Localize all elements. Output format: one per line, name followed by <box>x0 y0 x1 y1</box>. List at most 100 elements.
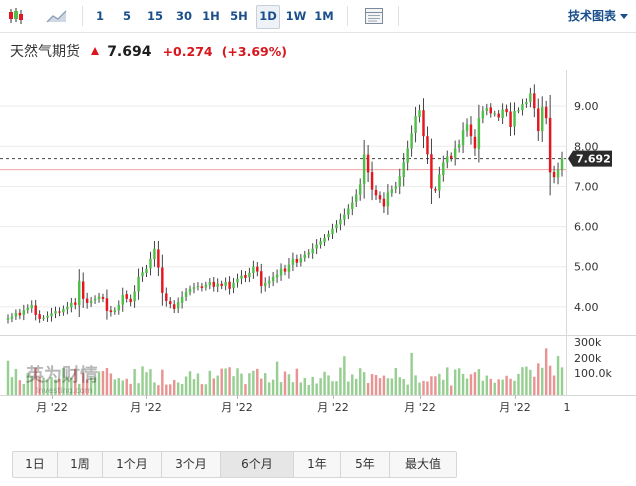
volume-bar <box>137 383 140 395</box>
candle <box>260 271 263 287</box>
volume-bar <box>517 373 520 395</box>
volume-bar <box>172 379 176 395</box>
candle <box>362 154 366 185</box>
volume-bar <box>410 352 413 395</box>
candle <box>509 111 512 128</box>
candle <box>473 136 477 149</box>
volume-bar <box>54 379 57 395</box>
candle <box>192 287 196 289</box>
period-button[interactable]: 1年 <box>294 452 341 477</box>
volume-bar <box>509 378 512 395</box>
period-button[interactable]: 1个月 <box>103 452 162 477</box>
volume-bar <box>446 367 449 395</box>
interval-1h[interactable]: 1H <box>202 9 220 23</box>
period-button[interactable]: 6个月 <box>221 452 294 477</box>
interval-5h[interactable]: 5H <box>230 9 248 23</box>
period-button[interactable]: 5年 <box>341 452 390 477</box>
candle <box>279 268 283 276</box>
volume-bar <box>236 368 239 395</box>
interval-1m[interactable]: 1M <box>314 9 334 23</box>
volume-bar <box>169 384 172 395</box>
volume-bar <box>224 368 227 395</box>
volume-bar <box>260 378 263 395</box>
period-button[interactable]: 1日 <box>13 452 58 477</box>
volume-bar <box>212 378 215 395</box>
volume-bar <box>544 348 548 395</box>
volume-tick-label: 100.0k <box>574 367 612 380</box>
tech-chart-dropdown[interactable]: 技术图表 <box>568 5 628 27</box>
candlestick-icon[interactable] <box>6 5 26 27</box>
candle <box>422 110 425 137</box>
candle <box>42 317 45 319</box>
candle <box>374 189 378 196</box>
volume-bar <box>521 367 524 395</box>
candle <box>339 219 342 225</box>
candle <box>465 124 469 131</box>
volume-bar <box>263 373 267 395</box>
candle <box>343 214 346 220</box>
candle <box>489 107 492 114</box>
period-button[interactable]: 最大值 <box>404 457 441 471</box>
candle <box>493 113 496 115</box>
candle <box>212 281 215 287</box>
area-chart-icon[interactable] <box>44 5 70 27</box>
last-price-label: 7.692 <box>576 153 611 166</box>
candle <box>501 109 504 119</box>
candle <box>50 313 53 317</box>
volume-bar <box>335 381 338 395</box>
volume-bar <box>184 376 188 395</box>
candle <box>442 162 445 176</box>
candle <box>386 192 390 207</box>
grid <box>0 70 636 399</box>
interval-30[interactable]: 30 <box>175 9 192 23</box>
volume-bar <box>50 377 53 395</box>
volume-bar <box>501 379 504 395</box>
candle <box>165 293 168 301</box>
volume-bar <box>406 384 409 395</box>
volume-bar <box>382 375 386 395</box>
period-button[interactable]: 1周 <box>58 452 103 477</box>
candle <box>327 233 330 238</box>
volume-bar <box>319 378 322 395</box>
volume-bar <box>287 374 291 395</box>
candle <box>157 249 160 268</box>
candle <box>319 241 322 245</box>
candle <box>248 272 251 278</box>
period-button[interactable]: 3个月 <box>162 452 221 477</box>
candle <box>129 298 132 303</box>
volume-bar <box>38 377 41 395</box>
volume-bar <box>378 378 382 395</box>
candle <box>141 272 144 277</box>
price-change-percent: (+3.69%) <box>221 44 287 59</box>
volume-bar <box>34 367 37 395</box>
y-tick-label: 7.00 <box>574 180 599 193</box>
chevron-down-icon <box>620 14 628 19</box>
candle <box>117 304 121 311</box>
interval-5[interactable]: 5 <box>122 9 131 23</box>
x-tick-label: 月 '22 <box>499 401 531 414</box>
interval-1w[interactable]: 1W <box>285 9 307 23</box>
candle <box>14 312 18 317</box>
volume-bar <box>279 382 283 395</box>
y-tick-label: 9.00 <box>574 100 599 113</box>
last-price-badge <box>568 150 612 167</box>
interval-1d[interactable]: 1D <box>256 5 280 29</box>
volume-bar <box>291 382 295 395</box>
price-change: +0.274 <box>162 44 213 59</box>
interval-1[interactable]: 1 <box>95 9 104 23</box>
volume-bar <box>430 376 433 395</box>
interval-15[interactable]: 15 <box>146 9 163 23</box>
volume-bar <box>89 377 93 395</box>
candle <box>366 154 370 173</box>
candlestick-chart[interactable]: 英为财情 Investing.com 9.00 8.00 7.00 6.00 5.00 4… <box>0 70 636 420</box>
table-view-icon[interactable] <box>363 5 385 27</box>
volume-bar <box>390 378 394 395</box>
volume-bar <box>323 371 326 395</box>
candle <box>461 130 465 146</box>
candle <box>216 283 219 287</box>
candle <box>540 106 544 132</box>
candle <box>228 281 231 289</box>
last-price: 7.694 <box>107 44 152 60</box>
candle <box>172 304 176 309</box>
volume-bar <box>109 373 113 395</box>
